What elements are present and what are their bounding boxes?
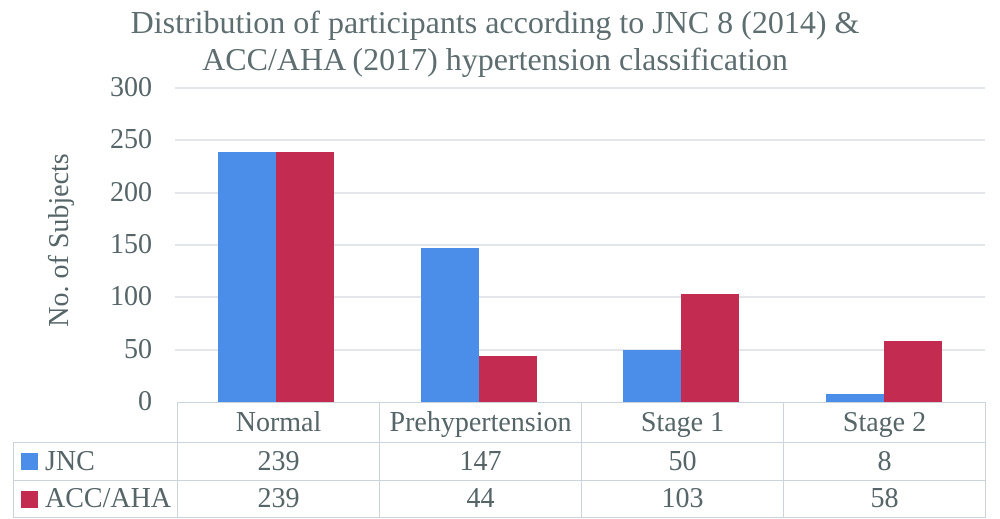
- gridline-300: [175, 87, 985, 89]
- legend-cell-jnc: JNC: [13, 442, 178, 481]
- table-header-normal: Normal: [177, 402, 380, 443]
- table-value-jnc-stage-2: 8: [783, 442, 986, 481]
- table-header-prehypertension: Prehypertension: [379, 402, 582, 443]
- chart-title-line1: Distribution of participants according t…: [130, 4, 860, 40]
- gridline-150: [175, 244, 985, 246]
- table-value-acc-aha-prehypertension: 44: [379, 480, 582, 518]
- table-value-acc-aha-stage-1: 103: [581, 480, 784, 518]
- y-tick-label-250: 250: [110, 124, 152, 156]
- legend-cell-acc-aha: ACC/AHA: [13, 480, 178, 518]
- gridline-100: [175, 296, 985, 299]
- legend-label-acc-aha: ACC/AHA: [45, 483, 172, 514]
- table-value-jnc-normal: 239: [177, 442, 380, 481]
- bar-acc-aha-normal: [276, 152, 334, 402]
- legend-label-jnc: JNC: [45, 445, 95, 477]
- y-tick-label-150: 150: [110, 229, 152, 260]
- chart-title: Distribution of participants according t…: [0, 4, 990, 78]
- gridline-250: [175, 139, 985, 142]
- bar-acc-aha-prehypertension: [479, 356, 537, 402]
- bar-jnc-prehypertension: [421, 248, 479, 402]
- gridline-200: [175, 191, 985, 194]
- gridline-50: [175, 348, 985, 351]
- table-header-stage-2: Stage 2: [783, 402, 986, 443]
- bar-acc-aha-stage-1: [681, 294, 739, 402]
- legend-swatch-acc-aha: [21, 490, 38, 508]
- y-tick-label-300: 300: [110, 72, 152, 103]
- table-value-jnc-prehypertension: 147: [379, 442, 582, 481]
- bar-jnc-normal: [218, 152, 276, 402]
- table-header-stage-1: Stage 1: [581, 402, 784, 443]
- legend-swatch-jnc: [21, 453, 38, 470]
- y-tick-label-100: 100: [110, 281, 152, 313]
- table-value-jnc-stage-1: 50: [581, 442, 784, 481]
- table-value-acc-aha-normal: 239: [177, 480, 380, 518]
- y-tick-label-0: 0: [138, 386, 152, 417]
- table-value-acc-aha-stage-2: 58: [783, 480, 986, 518]
- bar-acc-aha-stage-2: [884, 341, 942, 402]
- y-tick-label-50: 50: [124, 333, 152, 365]
- bar-jnc-stage-2: [826, 394, 884, 402]
- chart-title-line2: ACC/AHA (2017) hypertension classificati…: [202, 41, 788, 77]
- bar-jnc-stage-1: [623, 350, 681, 402]
- y-tick-label-200: 200: [110, 176, 152, 208]
